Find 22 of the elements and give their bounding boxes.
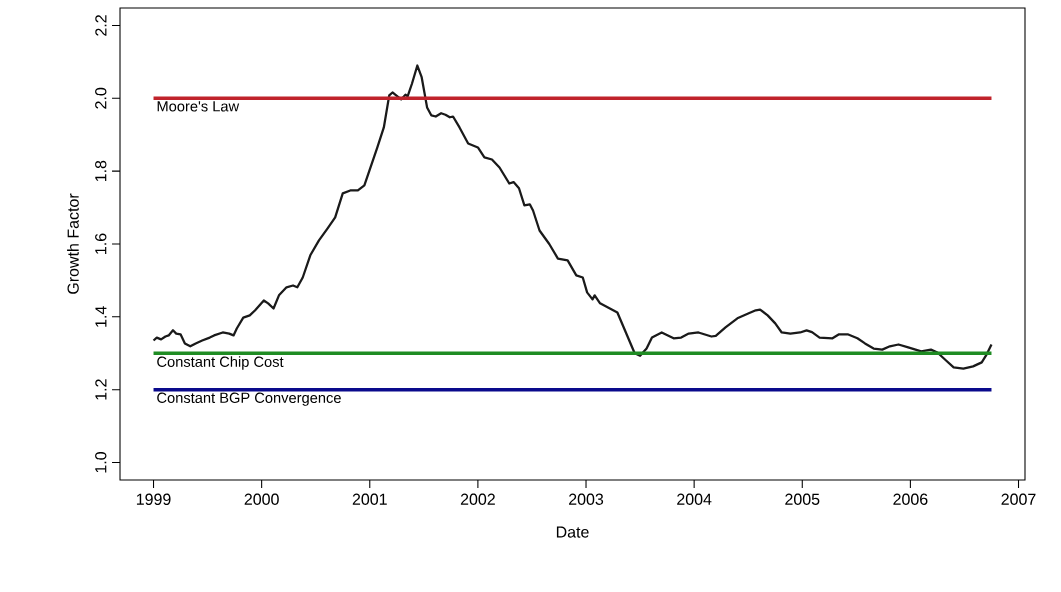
y-tick-label: 2.0 xyxy=(95,87,107,109)
x-tick-label: 1999 xyxy=(136,493,171,505)
x-tick-label: 2001 xyxy=(352,493,387,505)
x-tick-label: 2007 xyxy=(1001,493,1036,505)
y-tick-label: 2.2 xyxy=(95,15,107,36)
x-tick-label: 2006 xyxy=(893,493,928,505)
ref-line-label: Constant Chip Cost xyxy=(157,356,284,370)
y-tick-label: 1.6 xyxy=(95,233,107,254)
x-tick-label: 2002 xyxy=(460,493,495,505)
x-axis-title: Date xyxy=(556,526,589,538)
ref-line-label: Constant BGP Convergence xyxy=(157,392,341,406)
y-axis-title: Growth Factor xyxy=(67,193,79,294)
x-tick-label: 2004 xyxy=(677,493,712,505)
y-tick-label: 1.8 xyxy=(95,160,107,182)
y-tick-label: 1.0 xyxy=(95,452,107,473)
line-series xyxy=(152,64,993,370)
y-tick-label: 1.2 xyxy=(95,379,107,400)
x-tick-label: 2005 xyxy=(785,493,820,505)
y-tick-label: 1.4 xyxy=(95,306,107,327)
ref-line-label: Moore's Law xyxy=(157,101,240,112)
x-tick-label: 2003 xyxy=(569,493,604,505)
x-tick-label: 2000 xyxy=(244,493,279,505)
